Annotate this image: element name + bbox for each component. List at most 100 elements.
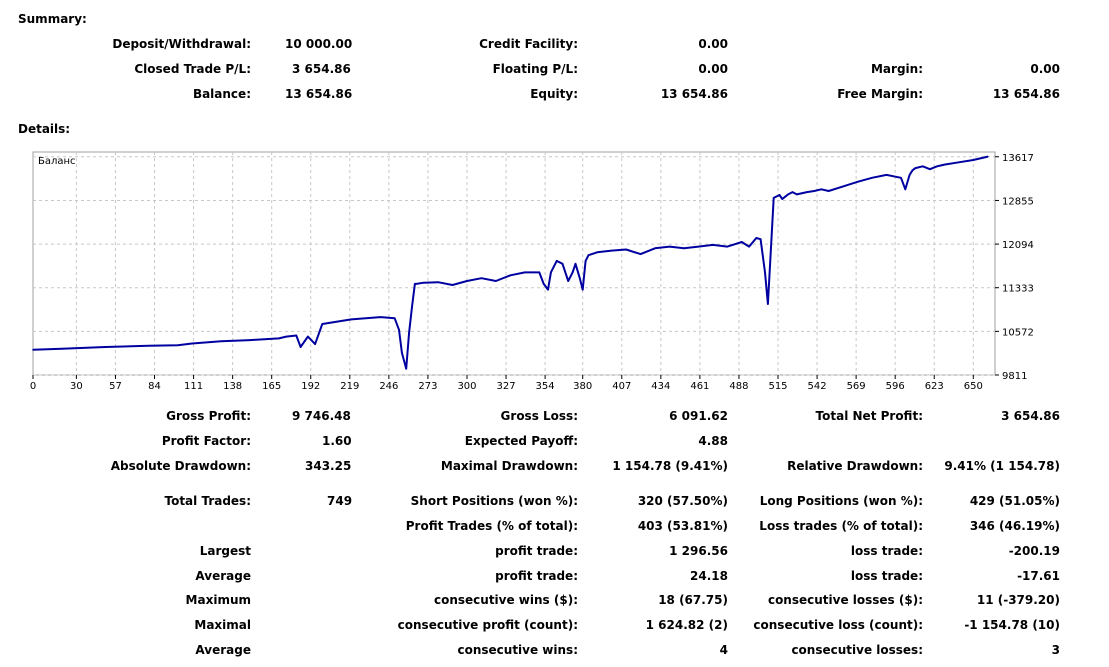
row-loss-label: consecutive losses: [791,643,923,657]
short-positions-label: Short Positions (won %): [410,494,578,508]
total-trades-value: 749 [327,494,353,508]
row-profit-value: 18 (67.75) [658,593,728,607]
balance-data-point [220,340,222,343]
balance-label: Balance: [192,87,251,101]
balance-data-point [772,197,775,199]
balance-data-point [350,318,353,321]
y-tick-label: 9811 [1002,371,1027,382]
balance-data-point [321,323,324,325]
y-tick-label: 12094 [1002,240,1034,251]
x-tick-label: 111 [184,381,203,392]
balance-data-point [610,249,613,252]
balance-data-point [314,343,316,345]
row-loss-label: consecutive losses ($): [767,593,923,607]
balance-data-point [398,328,400,331]
row-profit-value: 4 [719,643,728,657]
balance-data-point [929,168,931,171]
balance-data-point [921,165,924,168]
balance-data-point [278,337,280,340]
balance-value: 13 654.86 [285,87,353,101]
balance-data-point [806,191,808,193]
chart-title: Баланс [38,156,76,167]
margin-value: 0.00 [1030,62,1060,76]
x-tick-label: 138 [223,381,242,392]
balance-data-point [683,247,685,250]
x-tick-label: 596 [886,381,905,392]
row-loss-label: consecutive loss (count): [753,618,923,632]
balance-data-point [405,367,408,370]
balance-data-point [451,284,454,286]
y-tick-label: 12855 [1002,196,1034,207]
x-tick-label: 300 [457,381,476,392]
details-heading: Details: [18,122,71,136]
balance-data-point [936,165,938,168]
balance-data-point [542,283,545,285]
balance-data-point [842,185,844,188]
balance-data-point [856,181,859,183]
balance-data-point [764,271,766,274]
balance-data-point [871,177,873,179]
x-tick-label: 354 [536,381,555,392]
balance-data-point [555,260,558,262]
profit-factor-label: Profit Factor: [161,434,251,448]
balance-data-point [778,194,781,196]
balance-chart: Баланс 0 30 57 84 111 138 165 192 219 246 273 300 32… [30,151,1034,392]
x-tick-label: 380 [573,381,592,392]
balance-data-point [584,260,587,262]
long-positions-label: Long Positions (won %): [759,494,923,508]
balance-data-point [813,190,815,192]
balance-data-point [885,174,888,176]
balance-data-point [509,274,512,277]
maximal-drawdown-label: Maximal Drawdown: [440,459,578,473]
balance-data-point [741,241,743,243]
balance-data-point [914,167,917,169]
x-tick-label: 192 [301,381,320,392]
row-loss-label: loss trade: [850,569,923,583]
closed-pl-label: Closed Trade P/L: [134,62,251,76]
profit-trades-label: Profit Trades (% of total): [405,519,578,533]
short-positions-value: 320 (57.50%) [637,494,728,508]
x-tick-label: 246 [379,381,398,392]
total-net-profit-label: Total Net Profit: [815,409,923,423]
balance-data-point [574,263,577,265]
balance-data-point [61,347,63,350]
plot-area [32,151,996,376]
balance-data-point [547,288,549,291]
row-loss-value: 11 (-379.20) [976,593,1060,607]
x-tick-label: 623 [925,381,944,392]
balance-data-point [524,271,526,274]
balance-data-point [943,163,946,166]
maximal-drawdown-value: 1 154.78 (9.41%) [612,459,728,473]
balance-data-point [495,280,497,282]
row-loss-value: -17.61 [1017,569,1060,583]
balance-data-point [767,303,769,305]
balance-series-points [32,155,989,370]
balance-data-point [401,351,403,354]
balance-data-point [411,306,413,308]
balance-data-point [654,247,656,250]
row-group-label: Maximum [185,593,251,607]
balance-data-point [904,188,907,191]
row-profit-label: profit trade: [495,569,578,583]
balance-data-point [712,244,714,246]
row-profit-value: 1 296.56 [669,544,728,558]
absolute-drawdown-value: 343.25 [305,459,352,473]
balance-data-point [249,339,251,341]
balance-data-point [726,245,729,248]
row-loss-label: loss trade: [850,544,923,558]
relative-drawdown-value: 9.41% (1 154.78) [944,459,1060,473]
balance-data-point [820,188,823,191]
row-profit-label: consecutive wins: [457,643,578,657]
balance-data-point [958,161,960,164]
free-margin-value: 13 654.86 [992,87,1060,101]
closed-pl-value: 3 654.86 [292,62,351,76]
balance-data-point [422,281,425,284]
balance-data-point [295,334,298,337]
loss-trades-value: 346 (46.19%) [969,519,1060,533]
balance-data-point [480,277,483,279]
credit-value: 0.00 [698,37,728,51]
x-tick-label: 488 [729,381,748,392]
balance-data-point [379,316,381,318]
balance-data-point [393,317,396,320]
free-margin-label: Free Margin: [837,87,923,101]
